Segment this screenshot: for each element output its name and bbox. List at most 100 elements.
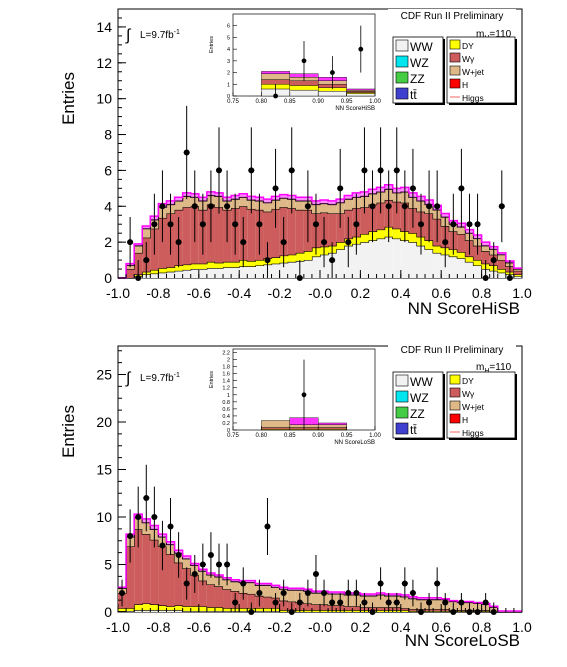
hist-bin-dy <box>174 265 183 271</box>
data-point <box>296 275 303 281</box>
hist-bin-wgamma <box>311 604 320 611</box>
inset-x-tick-label: 0.85 <box>284 99 296 105</box>
hist-bin-ww <box>465 261 474 278</box>
data-point <box>159 542 166 549</box>
data-point <box>482 599 489 606</box>
hist-bin-wjet <box>271 587 280 598</box>
legend-swatch <box>449 413 461 424</box>
hist-bin-wjet <box>368 595 377 608</box>
inset-y-tick-label: 6 <box>227 24 230 30</box>
data-point <box>385 599 392 606</box>
hist-bin-dy <box>198 263 207 270</box>
hist-bin-dy <box>150 269 159 274</box>
hist-bin-higgs_band <box>279 194 288 199</box>
inset-bin-wgamma <box>289 80 319 86</box>
inset-y-tick-label: 2.2 <box>222 351 230 357</box>
data-point <box>466 221 473 228</box>
data-point <box>498 203 505 210</box>
data-point <box>280 239 287 246</box>
hist-bin-wgamma <box>263 211 272 259</box>
hist-bin-higgs_band <box>497 252 506 255</box>
legend-swatch <box>395 71 409 84</box>
hist-bin-higgs_band <box>441 213 450 218</box>
inset-y-tick-label: 4 <box>227 47 230 53</box>
legend-swatch <box>449 39 461 50</box>
hist-bin-ww <box>473 265 482 278</box>
legend-swatch <box>449 387 461 398</box>
data-point <box>272 599 279 606</box>
data-point <box>409 185 416 192</box>
data-point <box>401 580 408 587</box>
inset-data-point <box>358 46 364 52</box>
lumi-text: L=9.7fb <box>140 373 174 384</box>
hist-bin-ww <box>336 249 345 278</box>
hist-bin-ww <box>360 242 369 278</box>
panel-top: -1.0 -0.8 -0.6 -0.4 -0.2 -0.0 0.2 0.4 0.6 0.8 1.00… <box>59 8 532 318</box>
hist-bin-dy <box>166 267 175 272</box>
data-point <box>216 167 222 174</box>
hist-bin-ww <box>247 266 256 278</box>
hist-bin-dy <box>190 606 199 612</box>
hist-bin-dy <box>311 610 320 612</box>
hist-bin-dy <box>376 229 385 239</box>
data-point <box>264 523 271 530</box>
hist-outline-higgs_band <box>118 183 522 279</box>
y-tick-label: 25 <box>96 367 112 383</box>
inset-y-title: Entries <box>209 371 215 388</box>
data-point <box>490 609 497 615</box>
data-point <box>361 167 368 174</box>
y-tick-label: 12 <box>96 55 112 71</box>
hist-bin-higgs_band <box>231 579 240 582</box>
inset-bin-higgs <box>261 71 290 74</box>
data-point <box>167 221 174 228</box>
hist-bin-dy <box>223 261 232 268</box>
hist-bin-wgamma <box>142 534 151 604</box>
y-tick-label: 0 <box>104 604 112 620</box>
hist-bin-wgamma <box>158 546 167 606</box>
mass-label: mH=110 <box>476 362 512 375</box>
data-point <box>434 203 441 210</box>
hist-bin-wgamma <box>214 207 224 263</box>
data-point <box>127 533 134 539</box>
mass-label-m: m <box>476 29 484 40</box>
hist-bin-dy <box>158 605 167 611</box>
legend-label: H <box>462 415 468 425</box>
mass-label-value: =110 <box>489 29 511 40</box>
x-tick-label: 1.0 <box>512 619 532 635</box>
data-point <box>272 185 279 192</box>
inset-y-tick-label: 3 <box>227 59 230 65</box>
data-point <box>175 552 182 558</box>
hist-bin-wgamma <box>328 213 337 246</box>
hist-bin-ww <box>384 236 393 278</box>
x-tick-label: -0.4 <box>227 285 251 301</box>
hist-bin-higgs_band <box>368 593 377 596</box>
hist-bin-dy <box>206 607 215 612</box>
hist-bin-wgamma <box>457 234 466 252</box>
hist-bin-wgamma <box>206 584 215 608</box>
data-point <box>216 561 222 568</box>
hist-bin-ww <box>408 242 417 278</box>
hist-bin-dy <box>223 608 232 612</box>
inset-bin-wgamma <box>261 427 290 430</box>
inset-bin-wjet <box>261 73 290 80</box>
legend-label: WW <box>410 40 433 54</box>
hist-bin-ww <box>239 266 248 278</box>
x-tick-label: -0.8 <box>146 619 170 635</box>
legend-label: tt̄ <box>410 88 417 102</box>
data-point <box>337 599 344 606</box>
data-point <box>401 203 408 210</box>
hist-bin-wgamma <box>198 580 207 607</box>
y-tick-label: 2 <box>104 234 112 250</box>
x-tick-label: 0.2 <box>351 285 371 301</box>
lumi-label: L=9.7fb-1 <box>140 29 180 41</box>
hist-bin-dy <box>376 610 385 612</box>
data-point <box>434 580 441 587</box>
data-point <box>143 257 150 264</box>
inset-x-tick-label: 0.95 <box>341 433 353 439</box>
data-point <box>207 203 214 210</box>
hist-bin-higgs_band <box>416 597 426 600</box>
data-point <box>482 275 489 281</box>
inset-y-tick-label: 1 <box>227 82 230 88</box>
data-point <box>393 167 400 174</box>
hist-bin-dy <box>352 610 361 612</box>
